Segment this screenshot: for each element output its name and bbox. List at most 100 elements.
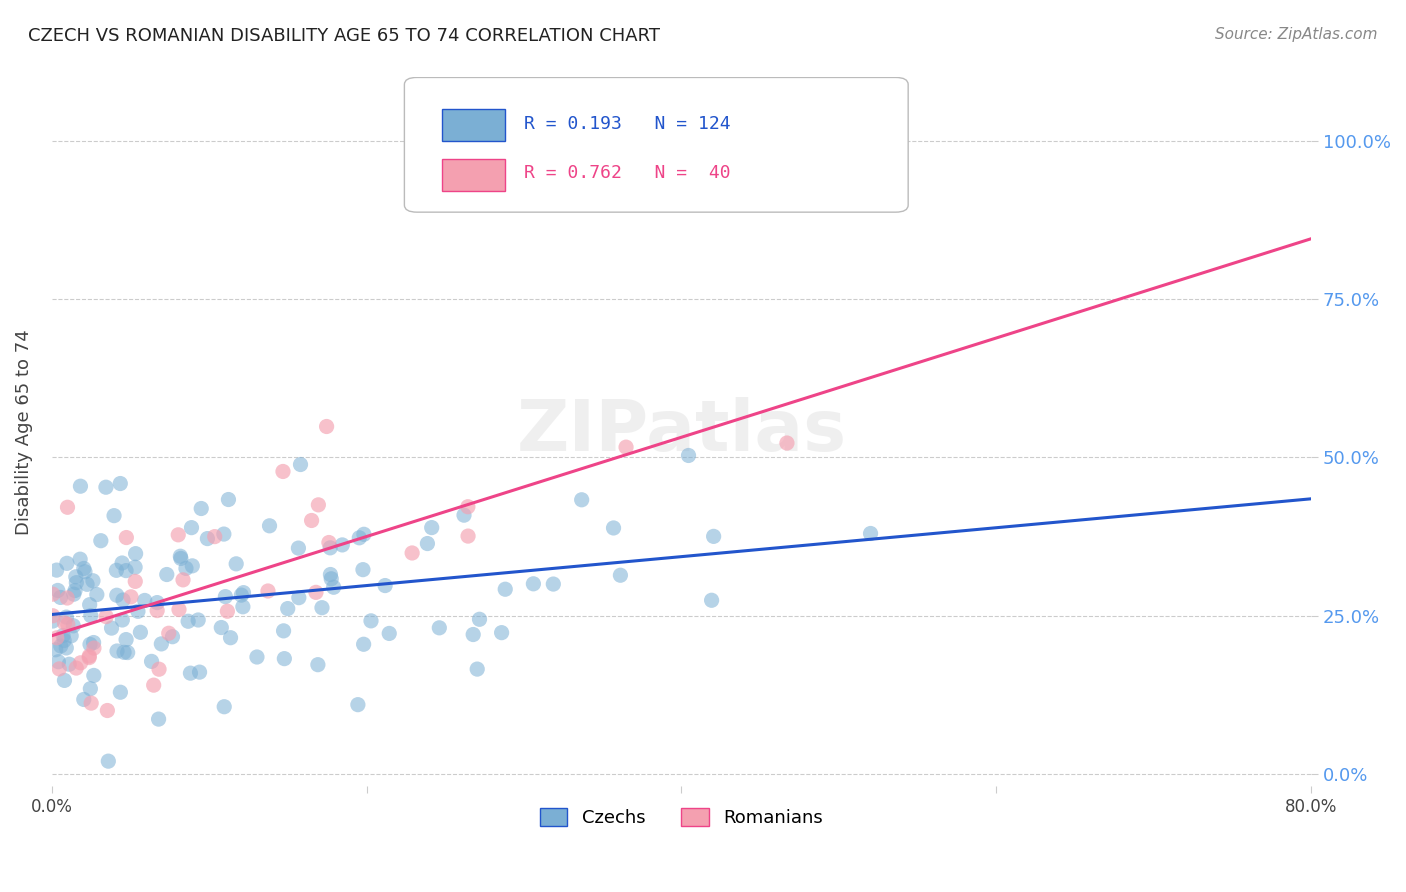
- Point: [80, 696, 103, 710]
- Point: [60, 629, 83, 643]
- Point: [124, 560, 146, 574]
- Point: [288, 591, 311, 605]
- Point: [52, 628, 75, 642]
- Point: [69, 656, 91, 670]
- Point: [157, 626, 180, 640]
- Point: [45, 642, 67, 657]
- Point: [259, 518, 281, 533]
- Point: [73, 692, 96, 706]
- Point: [311, 600, 333, 615]
- Point: [77, 650, 100, 665]
- Point: [105, 644, 128, 658]
- Point: [374, 578, 396, 592]
- Point: [56, 557, 79, 571]
- Point: [188, 665, 211, 680]
- Point: [86, 588, 108, 602]
- Point: [217, 492, 239, 507]
- Point: [110, 476, 132, 491]
- Point: [457, 500, 479, 514]
- Point: [115, 564, 138, 578]
- Point: [204, 530, 226, 544]
- Point: [494, 582, 516, 597]
- Point: [49, 591, 72, 605]
- Point: [146, 596, 169, 610]
- Point: [319, 567, 342, 582]
- Point: [360, 614, 382, 628]
- Point: [79, 681, 101, 696]
- Point: [162, 630, 184, 644]
- Point: [48, 655, 70, 669]
- FancyBboxPatch shape: [405, 78, 908, 212]
- Point: [416, 536, 439, 550]
- Point: [65, 575, 87, 590]
- Point: [49, 639, 72, 653]
- Point: [55, 610, 77, 624]
- Point: [271, 465, 294, 479]
- Point: [287, 541, 309, 555]
- Point: [318, 535, 340, 549]
- Point: [115, 632, 138, 647]
- Point: [124, 574, 146, 589]
- Point: [167, 602, 190, 616]
- Point: [180, 521, 202, 535]
- Point: [197, 532, 219, 546]
- Point: [150, 637, 173, 651]
- Point: [129, 625, 152, 640]
- FancyBboxPatch shape: [441, 110, 505, 141]
- Point: [301, 513, 323, 527]
- Point: [219, 631, 242, 645]
- Point: [156, 567, 179, 582]
- Point: [80, 608, 103, 623]
- Point: [290, 458, 312, 472]
- Point: [45, 631, 67, 645]
- Point: [96, 609, 118, 624]
- Point: [79, 637, 101, 651]
- Text: ZIPatlas: ZIPatlas: [516, 398, 846, 467]
- Y-axis label: Disability Age 65 to 74: Disability Age 65 to 74: [15, 329, 32, 535]
- Point: [65, 661, 87, 675]
- Point: [187, 613, 209, 627]
- Point: [330, 538, 353, 552]
- Point: [231, 588, 253, 602]
- Point: [174, 561, 197, 575]
- Point: [83, 668, 105, 682]
- Point: [73, 561, 96, 575]
- Point: [353, 637, 375, 651]
- Point: [776, 436, 799, 450]
- Point: [73, 565, 96, 579]
- Point: [42, 587, 65, 601]
- Point: [181, 558, 204, 573]
- Point: [76, 577, 98, 591]
- Point: [69, 552, 91, 566]
- Point: [58, 657, 80, 672]
- Point: [212, 699, 235, 714]
- Point: [401, 546, 423, 560]
- Point: [69, 479, 91, 493]
- Point: [315, 419, 337, 434]
- Point: [465, 662, 488, 676]
- Point: [42, 614, 65, 628]
- Point: [307, 657, 329, 672]
- Point: [148, 662, 170, 676]
- Point: [105, 563, 128, 577]
- Point: [859, 526, 882, 541]
- Legend: Czechs, Romanians: Czechs, Romanians: [533, 800, 830, 834]
- Point: [56, 500, 79, 515]
- Point: [96, 704, 118, 718]
- Point: [100, 621, 122, 635]
- Point: [190, 501, 212, 516]
- Point: [105, 588, 128, 602]
- Point: [420, 520, 443, 534]
- Point: [602, 521, 624, 535]
- Point: [349, 531, 371, 545]
- Point: [53, 673, 76, 688]
- Point: [322, 580, 344, 594]
- Point: [678, 449, 700, 463]
- Point: [614, 440, 637, 454]
- Point: [232, 585, 254, 599]
- Point: [48, 662, 70, 676]
- Point: [65, 570, 87, 584]
- Point: [53, 615, 76, 630]
- Point: [55, 640, 77, 655]
- Point: [453, 508, 475, 523]
